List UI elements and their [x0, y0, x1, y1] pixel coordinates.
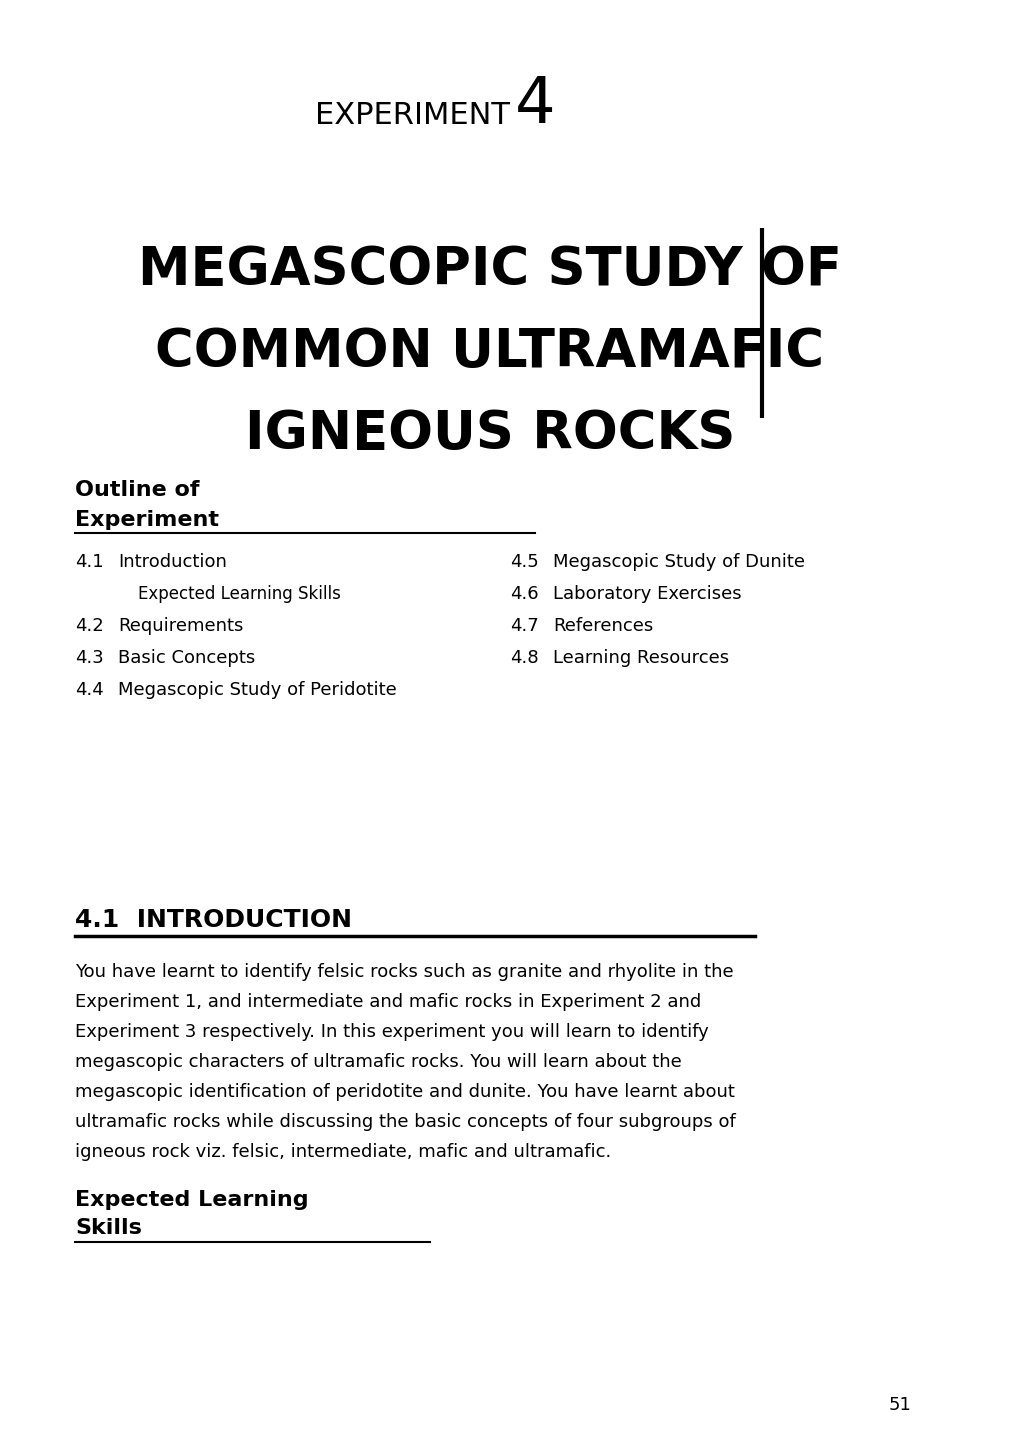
- Text: EXPERIMENT: EXPERIMENT: [315, 101, 510, 130]
- Text: COMMON ULTRAMAFIC: COMMON ULTRAMAFIC: [155, 326, 823, 378]
- Text: Outline of: Outline of: [75, 480, 200, 500]
- Text: 4.4: 4.4: [75, 682, 104, 699]
- Text: megascopic identification of peridotite and dunite. You have learnt about: megascopic identification of peridotite …: [75, 1084, 734, 1101]
- Text: Learning Resources: Learning Resources: [552, 648, 729, 667]
- Text: 4.1  INTRODUCTION: 4.1 INTRODUCTION: [75, 908, 352, 932]
- Text: Expected Learning Skills: Expected Learning Skills: [138, 585, 340, 602]
- Text: 4.3: 4.3: [75, 648, 104, 667]
- Text: megascopic characters of ultramafic rocks. You will learn about the: megascopic characters of ultramafic rock…: [75, 1053, 681, 1071]
- Text: 4.7: 4.7: [510, 617, 538, 635]
- Text: 4: 4: [515, 73, 555, 135]
- Text: 4.6: 4.6: [510, 585, 538, 602]
- Text: 4.1: 4.1: [75, 553, 104, 571]
- Text: Laboratory Exercises: Laboratory Exercises: [552, 585, 741, 602]
- Text: MEGASCOPIC STUDY OF: MEGASCOPIC STUDY OF: [138, 244, 841, 295]
- Text: ultramafic rocks while discussing the basic concepts of four subgroups of: ultramafic rocks while discussing the ba…: [75, 1112, 735, 1131]
- Text: Introduction: Introduction: [118, 553, 226, 571]
- Text: IGNEOUS ROCKS: IGNEOUS ROCKS: [245, 408, 735, 460]
- Text: Expected Learning: Expected Learning: [75, 1190, 309, 1210]
- Text: You have learnt to identify felsic rocks such as granite and rhyolite in the: You have learnt to identify felsic rocks…: [75, 963, 733, 981]
- Text: Megascopic Study of Dunite: Megascopic Study of Dunite: [552, 553, 804, 571]
- Text: igneous rock viz. felsic, intermediate, mafic and ultramafic.: igneous rock viz. felsic, intermediate, …: [75, 1143, 610, 1161]
- Text: 51: 51: [888, 1396, 911, 1414]
- Text: 4.2: 4.2: [75, 617, 104, 635]
- Text: Requirements: Requirements: [118, 617, 244, 635]
- Text: Experiment: Experiment: [75, 510, 219, 530]
- Text: Skills: Skills: [75, 1218, 142, 1238]
- Text: Basic Concepts: Basic Concepts: [118, 648, 255, 667]
- Text: 4.5: 4.5: [510, 553, 538, 571]
- Text: References: References: [552, 617, 652, 635]
- Text: 4.8: 4.8: [510, 648, 538, 667]
- Text: Experiment 3 respectively. In this experiment you will learn to identify: Experiment 3 respectively. In this exper…: [75, 1023, 708, 1040]
- Text: Megascopic Study of Peridotite: Megascopic Study of Peridotite: [118, 682, 396, 699]
- Text: Experiment 1, and intermediate and mafic rocks in Experiment 2 and: Experiment 1, and intermediate and mafic…: [75, 993, 701, 1012]
